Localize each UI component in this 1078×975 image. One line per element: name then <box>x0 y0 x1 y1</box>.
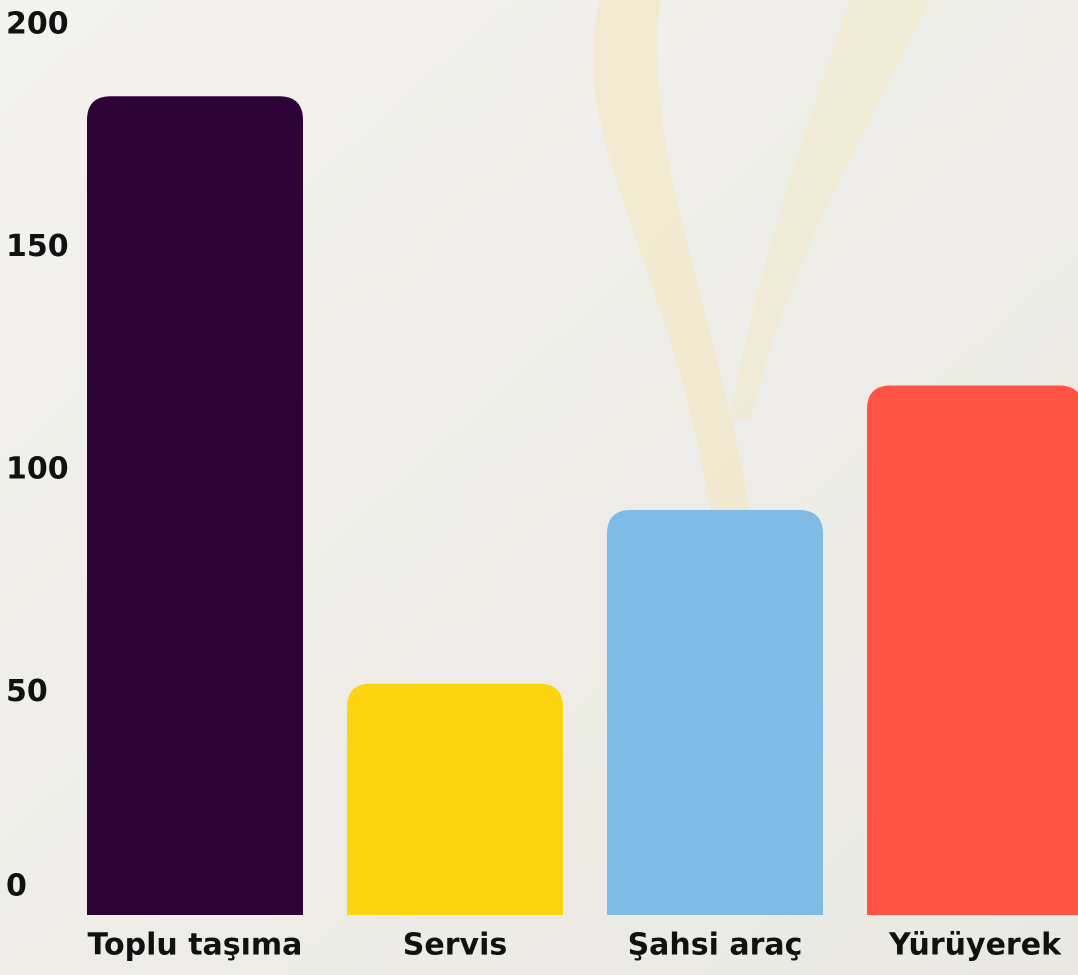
bar <box>867 385 1078 915</box>
y-tick-label: 100 <box>6 452 69 487</box>
chart: 0 50 100 150 200 Toplu taşıma Servis Şahsi araç… <box>0 0 1078 975</box>
y-tick-label: 200 <box>6 7 69 42</box>
page: 0 50 100 150 200 Toplu taşıma Servis Şahsi araç… <box>0 0 1078 975</box>
bar <box>347 684 563 915</box>
y-tick-label: 50 <box>6 674 48 709</box>
x-tick-label: Toplu taşıma <box>88 928 303 963</box>
bar <box>607 510 823 915</box>
y-tick-label: 150 <box>6 229 69 264</box>
x-tick-label: Şahsi araç <box>628 928 803 963</box>
bar <box>87 96 303 915</box>
y-tick-label: 0 <box>6 869 27 904</box>
x-tick-label: Servis <box>403 928 507 963</box>
x-tick-label: Yürüyerek <box>888 928 1062 963</box>
